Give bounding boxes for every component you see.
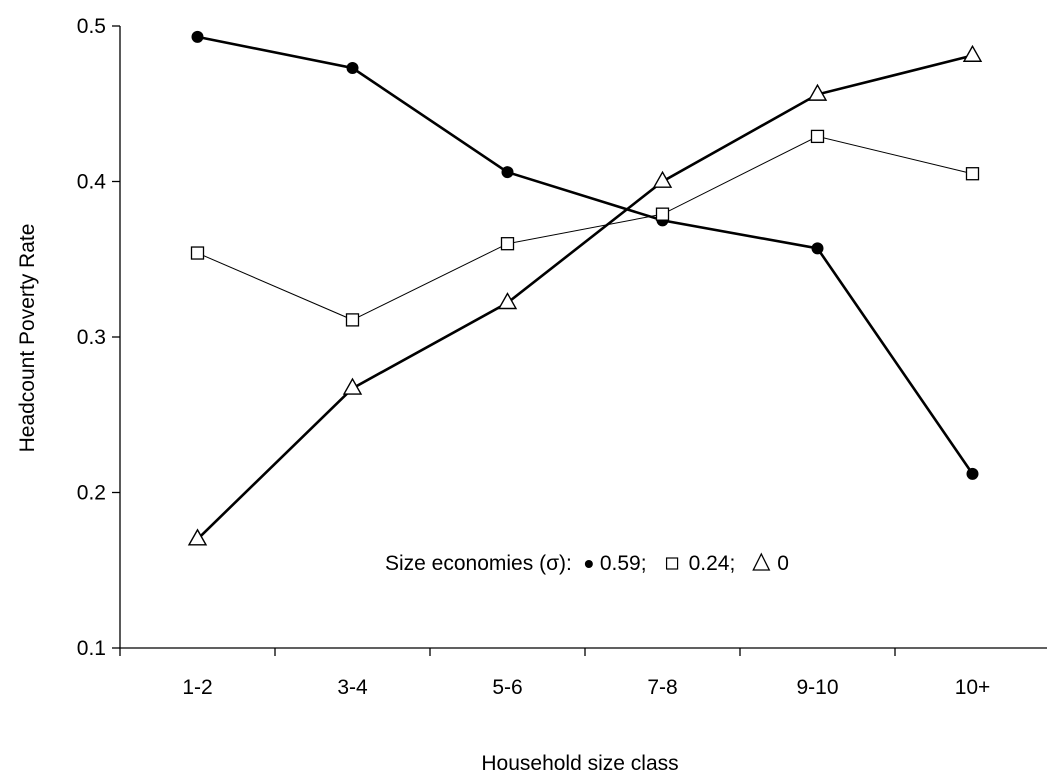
series-line (196, 54, 973, 541)
data-point-triangle (962, 44, 983, 62)
data-point-square (810, 129, 825, 144)
data-point-triangle (342, 377, 363, 395)
series-circle (191, 30, 979, 480)
x-tick-label: 9-10 (796, 676, 838, 699)
data-point-square (500, 237, 515, 251)
x-tick-label: 7-8 (647, 676, 677, 699)
x-tick-label: 1-2 (182, 676, 212, 699)
series-line (197, 35, 974, 475)
data-point-circle (966, 467, 979, 480)
x-tick-label: 3-4 (337, 676, 368, 699)
data-point-circle (346, 61, 359, 74)
data-point-square (190, 246, 205, 260)
data-point-square (965, 167, 980, 181)
y-ticks: 0.1 0.2 0.3 0.4 0.5 (77, 15, 120, 660)
y-tick-label: 0.3 (77, 326, 106, 349)
legend-prefix: Size economies (σ): (385, 552, 572, 575)
y-tick-label: 0.1 (77, 637, 106, 660)
x-ticks: 1-2 3-4 5-6 7-8 9-10 10+ (119, 648, 991, 699)
series-triangle (187, 44, 983, 546)
y-tick-label: 0.5 (77, 15, 106, 38)
data-point-triangle (187, 528, 208, 546)
y-tick-label: 0.4 (77, 171, 107, 194)
data-point-circle (811, 242, 824, 255)
x-axis-title: Household size class (481, 752, 678, 775)
legend-value: 0.24; (689, 552, 736, 575)
axes (119, 26, 1047, 649)
legend-annotation: Size economies (σ): 0.59; 0.24; 0 (385, 552, 789, 575)
series-line (197, 135, 973, 321)
x-tick-label: 10+ (955, 676, 991, 699)
data-point-triangle (652, 170, 673, 188)
series-square (190, 129, 980, 327)
legend-value: 0.59; (600, 552, 647, 575)
legend-circle-marker (584, 560, 593, 568)
y-axis-title: Headcount Poverty Rate (16, 224, 39, 453)
data-point-circle (501, 166, 514, 179)
data-point-triangle (497, 292, 518, 310)
x-tick-label: 5-6 (492, 676, 522, 699)
data-point-triangle (807, 83, 828, 101)
legend-value: 0 (777, 552, 789, 575)
y-tick-label: 0.2 (77, 482, 106, 505)
series-layer (187, 30, 983, 546)
legend-triangle-marker (752, 552, 771, 571)
legend-square-marker (665, 557, 679, 570)
data-point-square (345, 313, 360, 327)
data-point-circle (191, 30, 204, 43)
data-point-square (655, 207, 670, 221)
